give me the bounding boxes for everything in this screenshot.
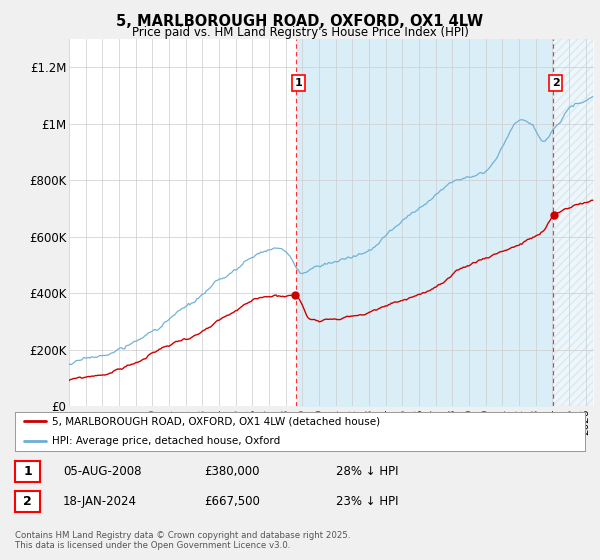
Text: 18-JAN-2024: 18-JAN-2024 bbox=[63, 494, 137, 508]
Text: Price paid vs. HM Land Registry's House Price Index (HPI): Price paid vs. HM Land Registry's House … bbox=[131, 26, 469, 39]
Text: 28% ↓ HPI: 28% ↓ HPI bbox=[336, 465, 398, 478]
Text: HPI: Average price, detached house, Oxford: HPI: Average price, detached house, Oxfo… bbox=[52, 436, 280, 446]
Text: 2: 2 bbox=[23, 494, 32, 508]
Text: 1: 1 bbox=[294, 78, 302, 88]
Text: 5, MARLBOROUGH ROAD, OXFORD, OX1 4LW (detached house): 5, MARLBOROUGH ROAD, OXFORD, OX1 4LW (de… bbox=[52, 417, 380, 426]
Text: 1: 1 bbox=[23, 465, 32, 478]
Text: £667,500: £667,500 bbox=[204, 494, 260, 508]
Text: Contains HM Land Registry data © Crown copyright and database right 2025.
This d: Contains HM Land Registry data © Crown c… bbox=[15, 531, 350, 550]
Text: 5, MARLBOROUGH ROAD, OXFORD, OX1 4LW: 5, MARLBOROUGH ROAD, OXFORD, OX1 4LW bbox=[116, 14, 484, 29]
Text: 05-AUG-2008: 05-AUG-2008 bbox=[63, 465, 142, 478]
Text: £380,000: £380,000 bbox=[204, 465, 260, 478]
Text: 23% ↓ HPI: 23% ↓ HPI bbox=[336, 494, 398, 508]
Text: 2: 2 bbox=[552, 78, 560, 88]
